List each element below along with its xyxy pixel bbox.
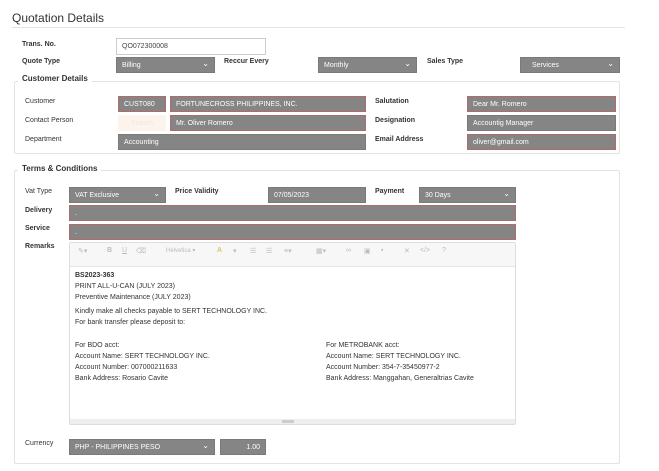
salutation-input[interactable]: Dear Mr. Romero <box>467 96 616 112</box>
underline-icon[interactable]: U <box>122 247 128 254</box>
quote-type-select[interactable]: Billing <box>116 57 215 73</box>
remarks-line: Preventive Maintenance (JULY 2023) <box>75 294 191 301</box>
payment-value: 30 Days <box>425 192 451 199</box>
remarks-label: Remarks <box>25 243 55 250</box>
customer-code-input[interactable]: CUST080 <box>118 96 166 112</box>
vat-select[interactable]: VAT Exclusive <box>69 187 166 203</box>
numbered-list-icon[interactable]: ☰ <box>266 248 273 255</box>
bdo-line: For BDO acct: <box>75 342 120 349</box>
department-label: Department <box>25 136 62 143</box>
contact-label: Contact Person <box>25 117 74 124</box>
customer-details-section <box>14 81 620 154</box>
bdo-line: Account Number: 007000211633 <box>75 364 178 371</box>
vat-label: Vat Type <box>25 188 52 195</box>
terms-legend: Terms & Conditions <box>18 164 102 173</box>
font-select[interactable]: Helvetica ▾ <box>166 248 196 254</box>
remarks-line: Kindly make all checks payable to SERT T… <box>75 308 268 315</box>
exchange-rate-input[interactable]: 1.00 <box>220 439 266 455</box>
bullet-list-icon[interactable]: ☰ <box>250 248 257 255</box>
font-name: Helvetica <box>166 248 191 254</box>
validity-input[interactable]: 07/05/2023 <box>268 187 366 203</box>
service-label: Service <box>25 225 50 232</box>
title-divider <box>12 27 625 28</box>
reccur-value: Monthly <box>324 62 349 69</box>
eraser-icon[interactable]: ⌫ <box>136 248 146 255</box>
color-dropdown-icon[interactable]: ▾ <box>233 248 237 255</box>
validity-label: Price Validity <box>175 188 219 195</box>
currency-label: Currency <box>25 440 54 447</box>
sales-type-value: Services <box>532 62 559 69</box>
email-label: Email Address <box>375 136 424 143</box>
metro-line: Account Name: SERT TECHNOLOGY INC. <box>326 353 461 360</box>
delivery-input[interactable]: . <box>69 205 516 221</box>
metro-line: Account Number: 354-7-35450977-2 <box>326 364 440 371</box>
quote-type-value: Billing <box>122 62 141 69</box>
video-icon[interactable]: ▪ <box>381 247 384 254</box>
currency-value: PHP - PHILIPPINES PESO <box>75 444 161 451</box>
salutation-label: Salutation <box>375 98 409 105</box>
image-icon[interactable]: ▣ <box>364 248 371 255</box>
customer-label: Customer <box>25 98 56 105</box>
sales-type-label: Sales Type <box>427 58 464 65</box>
remarks-line: PRINT ALL-U-CAN (JULY 2023) <box>75 283 175 290</box>
trans-no-label: Trans. No. <box>22 41 56 48</box>
page-title: Quotation Details <box>12 11 105 25</box>
payment-label: Payment <box>375 188 405 195</box>
align-icon[interactable]: ≡▾ <box>284 248 292 255</box>
table-icon[interactable]: ▦▾ <box>316 248 327 255</box>
editor-resize-handle[interactable] <box>70 419 515 424</box>
currency-select[interactable]: PHP - PHILIPPINES PESO <box>69 439 215 455</box>
color-icon[interactable]: A <box>217 247 223 254</box>
vat-value: VAT Exclusive <box>75 192 119 199</box>
payment-select[interactable]: 30 Days <box>419 187 516 203</box>
fullscreen-icon[interactable]: ✕ <box>404 248 410 255</box>
customer-details-legend: Customer Details <box>18 74 92 83</box>
magic-icon[interactable]: ✎▾ <box>78 248 88 255</box>
reccur-select[interactable]: Monthly <box>318 57 417 73</box>
editor-toolbar <box>70 243 515 267</box>
link-icon[interactable]: ∞ <box>346 247 351 254</box>
department-input[interactable]: Accounting <box>118 134 366 150</box>
designation-input[interactable]: Accountig Manager <box>467 115 616 131</box>
help-icon[interactable]: ? <box>442 247 446 254</box>
trans-no-input[interactable]: QO072300008 <box>116 38 266 55</box>
bdo-line: Account Name: SERT TECHNOLOGY INC. <box>75 353 210 360</box>
terms-section <box>14 170 620 464</box>
reccur-label: Reccur Every <box>224 58 269 65</box>
metro-line: For METROBANK acct: <box>326 342 400 349</box>
quote-type-label: Quote Type <box>22 58 60 65</box>
customer-name-input[interactable]: FORTUNECROSS PHILIPPINES, INC. <box>170 96 366 112</box>
remarks-editor[interactable] <box>69 242 516 425</box>
metro-line: Bank Address: Manggahan, Generaltrias Ca… <box>326 375 474 382</box>
designation-label: Designation <box>375 117 416 124</box>
contact-input[interactable]: Mr. Oliver Romero <box>170 115 366 131</box>
remarks-line: BS2023-363 <box>75 272 115 279</box>
remarks-line: For bank transfer please deposit to: <box>75 319 186 326</box>
delivery-label: Delivery <box>25 207 53 214</box>
search-button[interactable]: Search <box>118 115 166 131</box>
bold-icon[interactable]: B <box>107 247 113 254</box>
email-input[interactable]: oliver@gmail.com <box>467 134 616 150</box>
bdo-line: Bank Address: Rosario Cavite <box>75 375 168 382</box>
sales-type-select[interactable]: Services <box>520 57 620 73</box>
service-input[interactable]: . <box>69 224 516 240</box>
code-icon[interactable]: </> <box>420 247 431 254</box>
